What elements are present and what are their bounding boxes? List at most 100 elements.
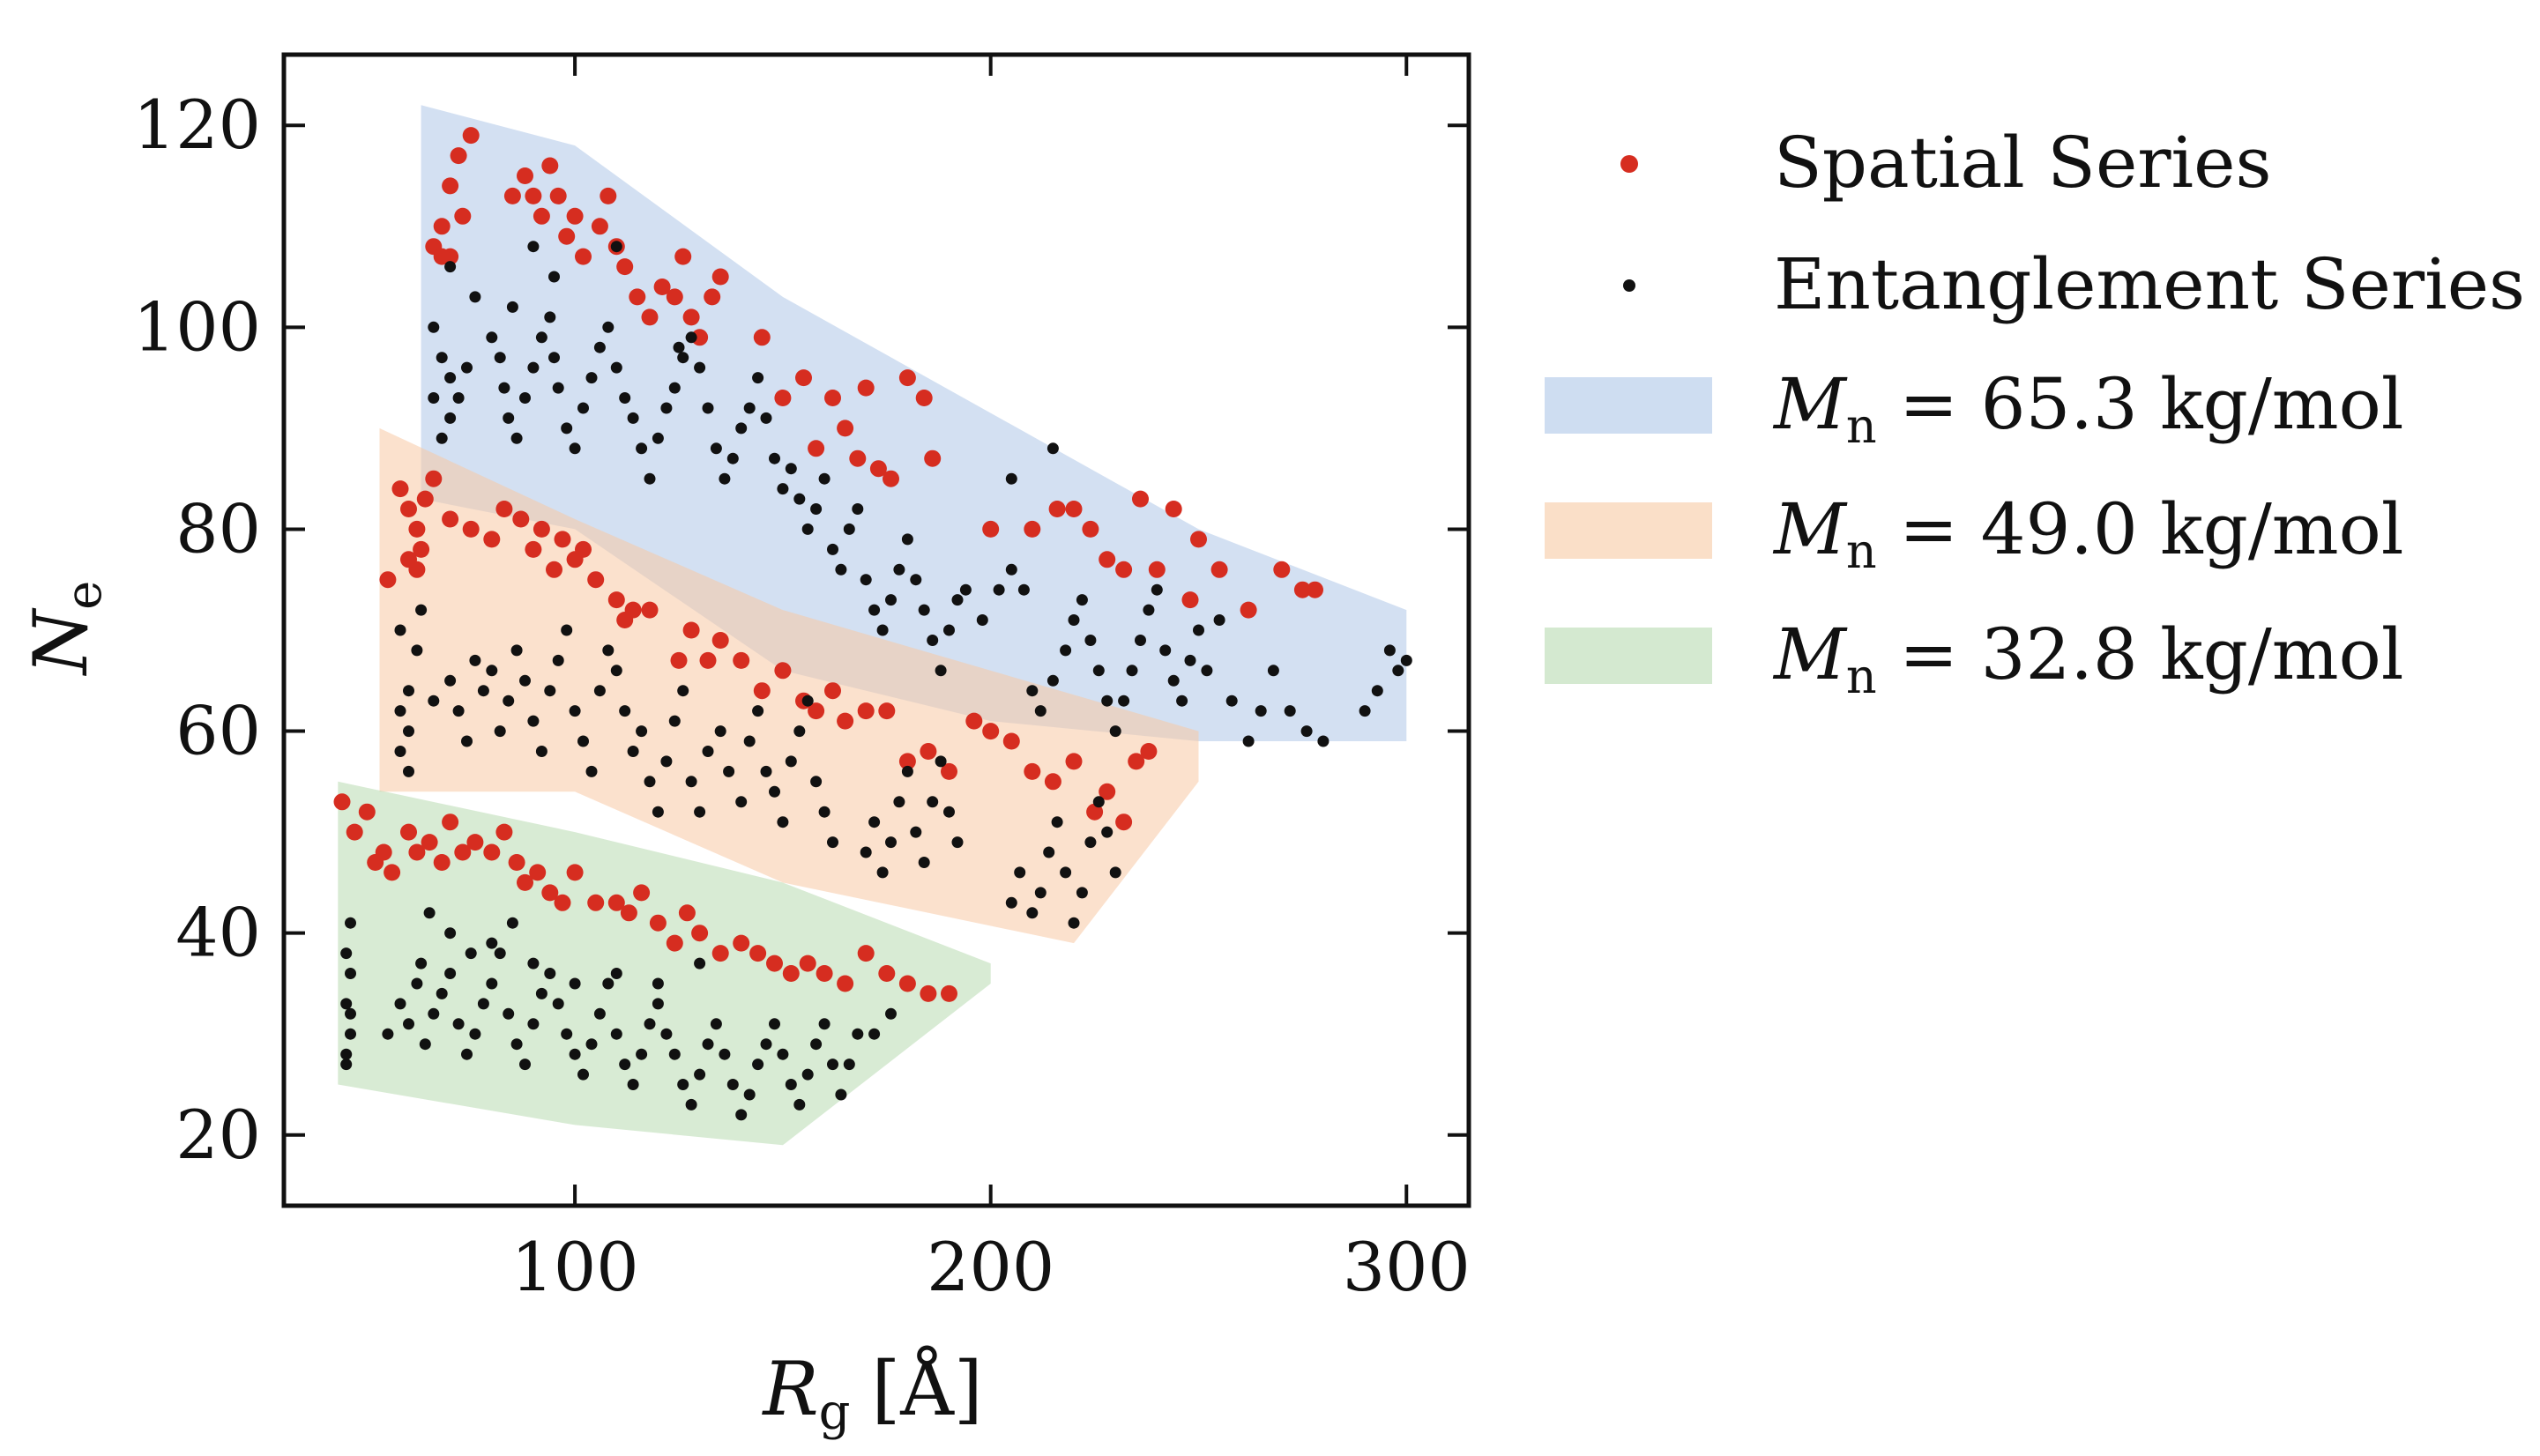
- entanglement-point-48: [785, 463, 797, 475]
- entanglement-point-150: [660, 755, 673, 768]
- spatial-point-60: [391, 480, 409, 498]
- entanglement-point-14: [510, 432, 523, 444]
- entanglement-point-233: [627, 1079, 639, 1090]
- entanglement-point-246: [735, 1109, 748, 1121]
- spatial-point-35: [837, 420, 854, 437]
- entanglement-point-234: [636, 1048, 648, 1060]
- entanglement-point-155: [702, 746, 714, 757]
- entanglement-point-214: [469, 1028, 481, 1040]
- entanglement-point-165: [793, 725, 806, 738]
- entanglement-point-122: [415, 604, 428, 616]
- spatial-point-124: [466, 834, 484, 851]
- entanglement-point-13: [503, 412, 515, 424]
- entanglement-point-179: [935, 755, 947, 768]
- shaded-regions: [338, 105, 1407, 1146]
- entanglement-point-148: [644, 776, 656, 788]
- entanglement-point-89: [1159, 644, 1172, 657]
- entanglement-point-129: [486, 665, 498, 677]
- entanglement-point-46: [769, 452, 780, 464]
- spatial-point-133: [587, 894, 605, 911]
- spatial-point-99: [920, 743, 937, 760]
- entanglement-point-52: [818, 472, 831, 485]
- entanglement-point-98: [1255, 705, 1267, 717]
- entanglement-point-60: [885, 594, 897, 606]
- spatial-point-95: [837, 712, 854, 730]
- entanglement-point-172: [876, 866, 889, 879]
- spatial-point-119: [408, 843, 426, 861]
- entanglement-point-199: [340, 947, 353, 960]
- spatial-point-100: [941, 762, 957, 780]
- spatial-point-55: [1210, 561, 1228, 578]
- spatial-point-113: [346, 823, 363, 841]
- entanglement-point-185: [1034, 887, 1047, 899]
- entanglement-point-80: [1084, 635, 1097, 646]
- legend-label-2: Mn = 65.3 kg/mol: [1772, 363, 2403, 454]
- spatial-point-94: [824, 682, 841, 700]
- entanglement-point-125: [452, 705, 465, 717]
- entanglement-point-272: [506, 917, 518, 929]
- spatial-point-110: [1128, 753, 1145, 770]
- entanglement-point-163: [777, 816, 789, 828]
- spatial-point-10: [525, 187, 542, 204]
- spatial-point-148: [837, 975, 854, 992]
- spatial-point-117: [384, 864, 401, 881]
- entanglement-point-61: [893, 563, 905, 576]
- entanglement-point-262: [885, 1007, 897, 1020]
- entanglement-point-75: [1034, 705, 1047, 717]
- spatial-point-80: [587, 571, 605, 589]
- entanglement-point-252: [785, 1079, 797, 1090]
- spatial-point-139: [678, 904, 696, 922]
- spatial-point-137: [649, 914, 667, 932]
- entanglement-point-137: [552, 654, 564, 666]
- entanglement-point-264: [486, 937, 498, 949]
- entanglement-point-269: [694, 957, 706, 969]
- entanglement-point-107: [1400, 654, 1412, 666]
- spatial-point-74: [525, 540, 542, 558]
- entanglement-point-254: [801, 1068, 814, 1081]
- entanglement-point-84: [1118, 695, 1130, 707]
- spatial-point-31: [774, 390, 792, 406]
- entanglement-point-44: [752, 372, 764, 384]
- entanglement-point-133: [519, 674, 531, 687]
- entanglement-point-170: [860, 846, 872, 858]
- spatial-point-1: [433, 218, 451, 235]
- spatial-point-87: [699, 651, 717, 669]
- spatial-point-109: [1115, 813, 1133, 831]
- entanglement-point-56: [852, 503, 864, 515]
- entanglement-point-110: [610, 241, 622, 253]
- entanglement-point-108: [1047, 442, 1059, 455]
- entanglement-point-53: [827, 543, 838, 555]
- entanglement-point-198: [345, 968, 356, 979]
- entanglement-point-88: [1151, 583, 1163, 596]
- spatial-point-81: [607, 591, 625, 609]
- spatial-point-141: [711, 945, 729, 962]
- y-tick-label-1: 40: [175, 894, 261, 972]
- legend-label-0: Spatial Series: [1774, 122, 2272, 204]
- entanglement-point-244: [719, 1048, 731, 1060]
- entanglement-point-204: [394, 998, 406, 1010]
- entanglement-point-242: [702, 1038, 714, 1051]
- spatial-point-98: [898, 753, 916, 770]
- spatial-point-104: [1024, 762, 1041, 780]
- spatial-point-44: [1024, 520, 1041, 538]
- entanglement-point-11: [494, 352, 506, 364]
- entanglement-point-65: [927, 635, 939, 646]
- entanglement-point-253: [793, 1098, 806, 1111]
- spatial-point-45: [1048, 501, 1066, 517]
- spatial-point-116: [375, 843, 392, 861]
- entanglement-point-161: [760, 765, 772, 777]
- entanglement-point-152: [677, 685, 689, 697]
- entanglement-point-24: [585, 372, 598, 384]
- spatial-point-106: [1065, 753, 1083, 770]
- spatial-point-38: [869, 460, 887, 478]
- spatial-point-93: [808, 702, 825, 720]
- entanglement-point-227: [577, 1068, 589, 1081]
- entanglement-point-5: [436, 432, 448, 444]
- spatial-point-69: [442, 510, 459, 528]
- spatial-point-152: [920, 984, 937, 1002]
- spatial-point-52: [1165, 501, 1182, 517]
- spatial-point-144: [766, 955, 783, 972]
- entanglement-point-92: [1184, 654, 1196, 666]
- spatial-point-21: [629, 288, 646, 306]
